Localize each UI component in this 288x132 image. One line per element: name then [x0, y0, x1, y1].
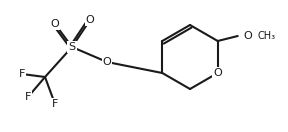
Text: O: O — [51, 19, 59, 29]
Text: F: F — [19, 69, 25, 79]
Text: O: O — [86, 15, 94, 25]
Text: CH₃: CH₃ — [258, 31, 276, 41]
Text: O: O — [213, 68, 222, 78]
Text: F: F — [52, 99, 58, 109]
Text: F: F — [25, 92, 31, 102]
Text: S: S — [69, 42, 75, 52]
Text: O: O — [103, 57, 111, 67]
Text: O: O — [243, 31, 252, 41]
